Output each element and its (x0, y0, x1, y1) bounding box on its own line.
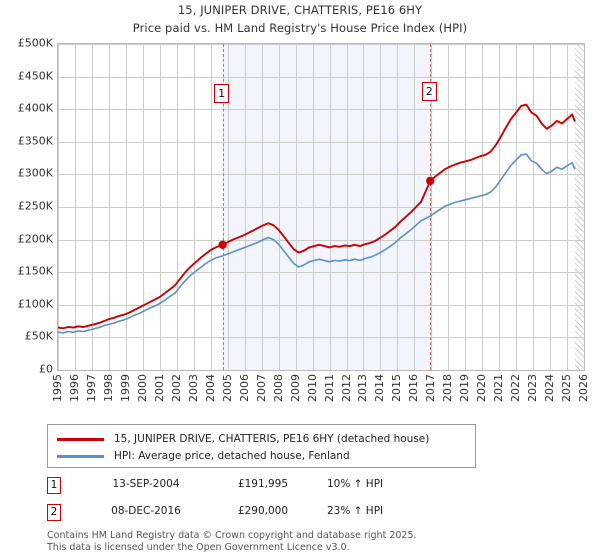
x-axis-tick-label: 1997 (84, 374, 98, 402)
marker-callout-2[interactable]: 2 (421, 82, 437, 101)
x-axis-tick-label: 2022 (509, 374, 523, 402)
x-axis-tick-label: 2007 (254, 374, 268, 402)
x-axis-tick-label: 2005 (220, 374, 234, 402)
transaction-point[interactable] (218, 240, 227, 249)
legend-swatch-hpi (57, 455, 104, 458)
transaction-hpi-delta-2: 23% ↑ HPI (327, 505, 384, 517)
x-axis-tick-label: 2003 (186, 374, 200, 402)
gridline-horizontal (58, 207, 584, 208)
x-axis-tick-label: 1995 (51, 374, 64, 402)
x-axis-tick-label: 2023 (526, 374, 540, 402)
chart-legend: 15, JUNIPER DRIVE, CHATTERIS, PE16 6HY (… (47, 424, 476, 468)
transaction-date-2: 08-DEC-2016 (111, 505, 181, 517)
x-axis-tick-label: 2002 (169, 374, 183, 402)
gridline-horizontal (58, 76, 584, 78)
gridline-horizontal (58, 272, 584, 274)
x-axis-tick-label: 2011 (322, 374, 336, 402)
footer-line-2: This data is licensed under the Open Gov… (47, 541, 350, 553)
gridline-horizontal (58, 44, 584, 45)
x-axis-tick-label: 2026 (577, 374, 590, 402)
line-price-paid (58, 103, 576, 330)
x-axis-tick-label: 2009 (288, 374, 302, 402)
transaction-hpi-delta-1: 10% ↑ HPI (327, 478, 384, 490)
footer-attribution: Contains HM Land Registry data © Crown c… (47, 530, 587, 553)
x-axis-tick-label: 2024 (543, 374, 557, 402)
legend-swatch-price-paid (57, 438, 104, 441)
marker-vline (430, 44, 432, 370)
y-axis-tick-label: £100K (17, 297, 53, 311)
x-axis-tick-label: 2018 (441, 374, 455, 402)
series-lines (58, 103, 576, 334)
x-axis-tick-label: 2008 (271, 374, 285, 402)
gridline-horizontal (58, 109, 584, 111)
x-axis-tick-label: 2025 (560, 374, 573, 402)
transaction-index-2: 2 (47, 504, 61, 521)
legend-label-hpi: HPI: Average price, detached house, Fenl… (114, 450, 350, 462)
transaction-price-2: £290,000 (237, 505, 289, 517)
gridline-horizontal (58, 370, 584, 371)
y-axis-tick-label: £400K (17, 101, 53, 115)
page-subtitle: Price paid vs. HM Land Registry's House … (132, 21, 468, 35)
transaction-date-1: 13-SEP-2004 (112, 478, 180, 490)
footer-line-1: Contains HM Land Registry data © Crown c… (47, 530, 417, 541)
y-axis-tick-label: £450K (17, 69, 53, 83)
x-axis-tick-label: 2004 (203, 374, 217, 402)
y-axis-tick-label: £200K (17, 232, 53, 246)
x-axis-tick-label: 2010 (305, 374, 319, 402)
transaction-price-1: £191,995 (237, 478, 289, 490)
x-axis-tick-label: 2006 (237, 374, 251, 402)
y-axis-tick-label: £250K (17, 199, 53, 213)
y-axis-labels: £0 £50K £100K £150K £200K £250K £300K £350K £400… (0, 37, 53, 376)
x-axis-tick-label: 2020 (475, 374, 489, 402)
gridline-horizontal (58, 141, 584, 143)
x-axis-tick-label: 1999 (118, 374, 132, 402)
transaction-point[interactable] (426, 176, 435, 186)
marker-callout-1[interactable]: 1 (214, 84, 230, 103)
page-title: 15, JUNIPER DRIVE, CHATTERIS, PE16 6HY (177, 3, 423, 17)
x-axis-tick-label: 2013 (356, 374, 370, 402)
legend-label-price-paid: 15, JUNIPER DRIVE, CHATTERIS, PE16 6HY (… (114, 433, 430, 445)
x-axis-tick-label: 2000 (135, 374, 149, 402)
x-axis-tick-label: 1998 (101, 374, 115, 402)
x-axis-tick-label: 2017 (424, 374, 438, 402)
x-axis-tick-label: 2014 (373, 374, 387, 402)
y-axis-tick-label: £500K (17, 36, 53, 50)
gridline-horizontal (58, 239, 584, 241)
line-hpi (58, 153, 576, 334)
y-axis-tick-label: £50K (24, 329, 53, 343)
x-axis-tick-label: 1996 (68, 374, 81, 402)
gridline-horizontal (58, 337, 584, 339)
x-axis-tick-label: 2012 (339, 374, 353, 402)
x-axis-tick-label: 2021 (492, 374, 506, 402)
y-axis-tick-label: £350K (17, 134, 53, 148)
gridline-vertical (584, 44, 585, 370)
y-axis-tick-label: £150K (17, 264, 53, 278)
y-axis-tick-label: £0 (39, 362, 53, 376)
x-axis-labels: 1995 1996 1997 1998 1999 2000 2001 2002 2003 2004… (0, 374, 600, 418)
y-axis-tick-label: £300K (17, 166, 53, 180)
x-axis-tick-label: 2019 (458, 374, 472, 402)
x-axis-tick-label: 2001 (152, 374, 166, 402)
x-axis-tick-label: 2016 (407, 374, 421, 402)
gridline-horizontal (58, 174, 584, 176)
plot-area (57, 43, 585, 371)
x-axis-tick-label: 2015 (390, 374, 404, 402)
marker-vline (222, 44, 224, 370)
transaction-index-1: 1 (47, 477, 61, 494)
gridline-horizontal (58, 304, 584, 306)
